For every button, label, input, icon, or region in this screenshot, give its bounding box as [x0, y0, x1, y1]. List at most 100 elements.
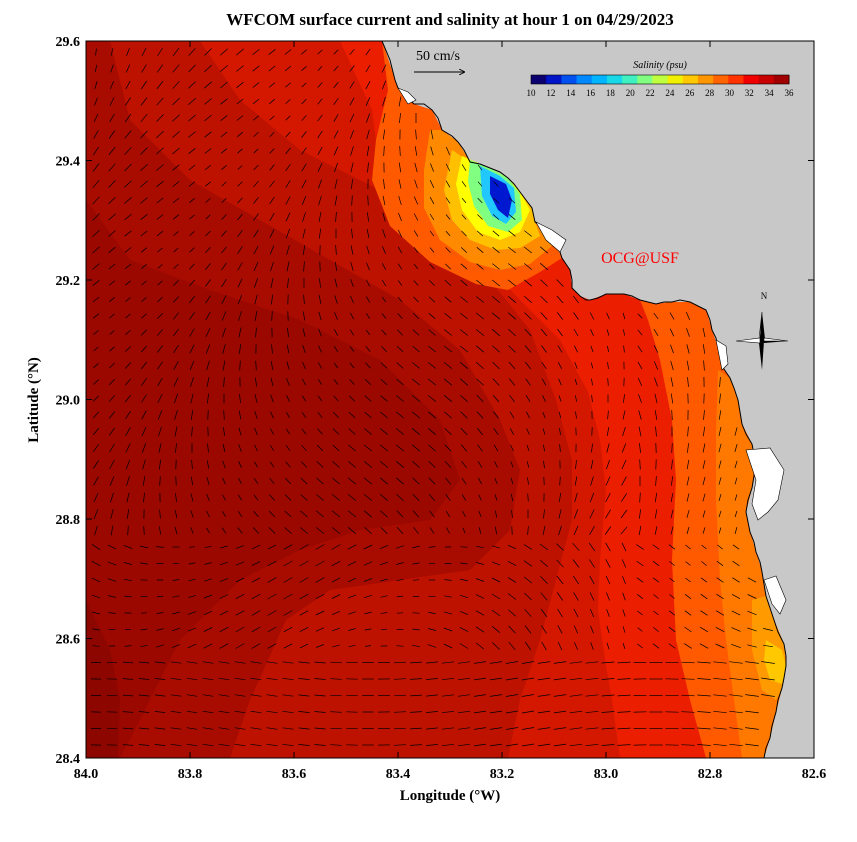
- current-vector-icon: [380, 378, 388, 386]
- current-vector-icon: [380, 362, 388, 369]
- current-vector-icon: [255, 327, 257, 338]
- current-vector-icon: [91, 594, 101, 599]
- current-vector-icon: [457, 661, 471, 664]
- current-vector-icon: [270, 377, 274, 387]
- current-vector-icon: [140, 197, 148, 204]
- colorbar-swatch: [531, 75, 547, 84]
- current-vector-icon: [444, 296, 452, 303]
- current-vector-icon: [268, 49, 276, 55]
- current-vector-icon: [347, 510, 357, 518]
- current-vector-icon: [254, 427, 258, 436]
- current-vector-icon: [715, 610, 725, 616]
- current-vector-icon: [429, 213, 435, 221]
- current-vector-icon: [349, 129, 355, 140]
- current-vector-icon: [158, 426, 162, 437]
- current-vector-icon: [218, 727, 230, 730]
- current-vector-icon: [526, 461, 530, 468]
- current-vector-icon: [331, 494, 341, 501]
- current-vector-icon: [668, 643, 676, 649]
- current-vector-icon: [671, 409, 673, 421]
- current-vector-icon: [125, 459, 131, 470]
- current-vector-icon: [430, 146, 434, 156]
- current-vector-icon: [253, 278, 259, 288]
- current-vector-icon: [271, 344, 273, 354]
- current-vector-icon: [124, 113, 132, 123]
- current-vector-icon: [202, 694, 214, 697]
- current-vector-icon: [205, 181, 211, 187]
- current-vector-icon: [655, 476, 657, 486]
- current-vector-icon: [494, 477, 498, 485]
- current-vector-icon: [702, 344, 706, 354]
- current-vector-icon: [301, 66, 307, 71]
- current-vector-icon: [441, 661, 455, 664]
- colorbar-swatch: [546, 75, 562, 84]
- current-vector-icon: [508, 246, 516, 254]
- current-vector-icon: [491, 626, 501, 633]
- current-vector-icon: [457, 677, 471, 681]
- current-vector-icon: [653, 594, 659, 599]
- current-vector-icon: [282, 727, 294, 730]
- current-vector-icon: [395, 444, 405, 452]
- current-vector-icon: [269, 98, 275, 105]
- current-vector-icon: [234, 727, 246, 730]
- current-vector-icon: [267, 643, 277, 649]
- current-vector-icon: [205, 214, 211, 220]
- current-vector-icon: [521, 694, 535, 697]
- current-vector-icon: [652, 577, 660, 583]
- current-vector-icon: [553, 710, 567, 714]
- current-vector-icon: [670, 476, 674, 486]
- current-vector-icon: [92, 313, 100, 319]
- current-vector-icon: [347, 561, 357, 566]
- current-vector-icon: [159, 476, 161, 486]
- current-vector-icon: [590, 329, 594, 336]
- current-vector-icon: [441, 694, 455, 697]
- current-vector-icon: [556, 543, 564, 551]
- current-vector-icon: [110, 492, 114, 503]
- current-vector-icon: [427, 395, 437, 402]
- current-vector-icon: [110, 509, 114, 519]
- current-vector-icon: [270, 294, 274, 305]
- current-vector-icon: [285, 212, 291, 222]
- colorbar-swatch: [682, 75, 699, 84]
- current-vector-icon: [686, 360, 690, 371]
- current-vector-icon: [254, 294, 258, 305]
- y-axis-label: Latitude (°N): [26, 357, 42, 443]
- current-vector-icon: [381, 296, 387, 303]
- current-vector-icon: [253, 478, 259, 484]
- current-vector-icon: [411, 428, 421, 435]
- current-vector-icon: [553, 677, 567, 681]
- current-vector-icon: [460, 394, 468, 403]
- current-vector-icon: [509, 411, 515, 419]
- current-vector-icon: [143, 492, 145, 503]
- current-vector-icon: [237, 213, 243, 221]
- current-vector-icon: [572, 542, 580, 552]
- current-vector-icon: [430, 163, 434, 172]
- current-vector-icon: [92, 229, 100, 238]
- current-vector-icon: [365, 64, 371, 73]
- current-vector-icon: [108, 595, 116, 598]
- current-vector-icon: [556, 312, 564, 320]
- current-vector-icon: [636, 560, 644, 567]
- current-vector-icon: [141, 394, 147, 403]
- x-axis: 84.0 83.8 83.6 83.4 83.2 83.0 82.8 82.6: [74, 41, 826, 782]
- current-vector-icon: [349, 113, 355, 123]
- current-vector-icon: [573, 575, 579, 585]
- current-vector-icon: [140, 562, 148, 565]
- current-vector-icon: [238, 344, 242, 354]
- current-vector-icon: [478, 527, 482, 534]
- current-vector-icon: [669, 577, 675, 583]
- current-vector-icon: [317, 130, 323, 139]
- current-vector-icon: [253, 213, 259, 221]
- current-vector-icon: [126, 47, 130, 57]
- current-vector-icon: [254, 461, 258, 468]
- current-vector-icon: [379, 444, 389, 452]
- current-vector-icon: [537, 694, 551, 697]
- current-vector-icon: [606, 329, 610, 336]
- current-vector-icon: [110, 525, 114, 536]
- current-vector-icon: [156, 114, 164, 122]
- current-vector-icon: [92, 213, 100, 221]
- current-vector-icon: [413, 213, 419, 221]
- current-vector-icon: [382, 129, 386, 140]
- y-axis: 28.4 28.6 28.8 29.0 29.2 29.4 29.6: [56, 35, 814, 767]
- current-vector-icon: [606, 642, 610, 650]
